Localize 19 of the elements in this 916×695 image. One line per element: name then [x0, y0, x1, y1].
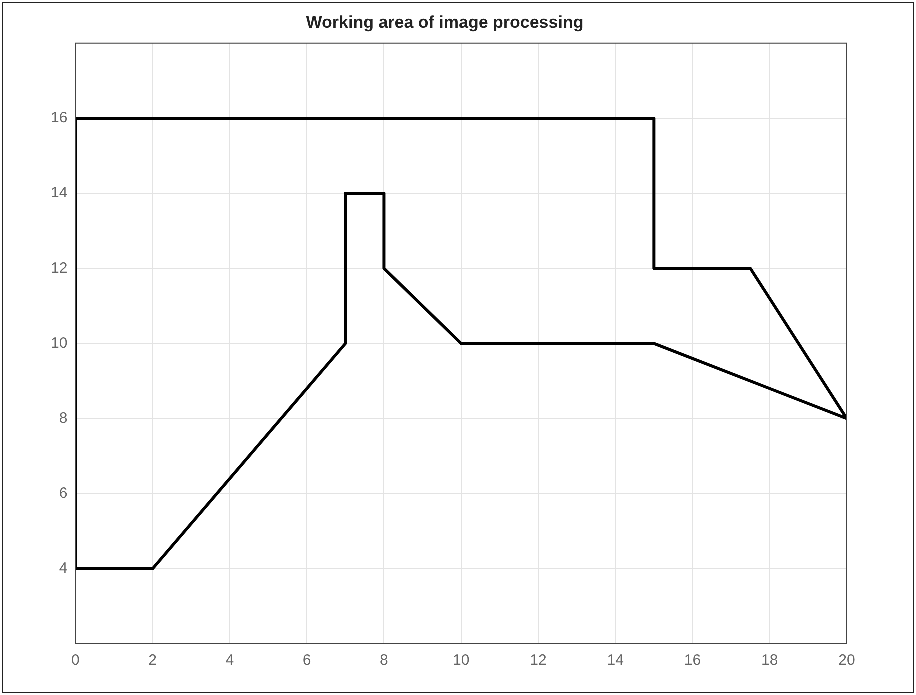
y-tick-label: 6 — [59, 484, 68, 502]
chart-title: Working area of image processing — [306, 12, 584, 32]
x-tick-label: 0 — [72, 652, 80, 670]
y-tick-label: 8 — [59, 410, 68, 427]
x-tick-label: 4 — [226, 652, 234, 670]
x-tick-label: 10 — [453, 652, 470, 670]
y-tick-label: 14 — [50, 184, 68, 202]
x-tick-label: 16 — [684, 652, 702, 670]
x-tick-label: 2 — [148, 652, 157, 670]
x-tick-label: 6 — [302, 652, 312, 670]
x-tick-label: 18 — [762, 652, 778, 670]
x-tick-label: 20 — [838, 652, 856, 670]
x-tick-label: 8 — [380, 652, 388, 670]
y-tick-label: 12 — [50, 260, 68, 277]
x-tick-label: 12 — [530, 652, 547, 670]
y-tick-label: 4 — [59, 560, 68, 578]
y-tick-label: 10 — [50, 334, 68, 352]
y-tick-label: 16 — [50, 110, 68, 127]
x-tick-label: 14 — [607, 652, 624, 670]
